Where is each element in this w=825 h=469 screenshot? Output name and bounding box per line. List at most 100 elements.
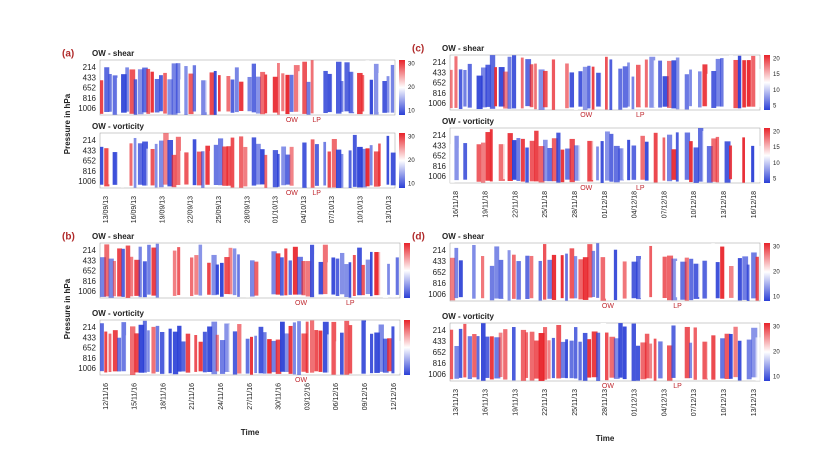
heatmap-texture xyxy=(185,250,190,298)
heatmap-texture xyxy=(702,260,708,299)
heatmap-texture xyxy=(498,67,505,107)
x-tick-label: 10/12/13 xyxy=(721,389,728,416)
heatmap-texture xyxy=(702,341,708,380)
x-tick-label: 12/12/16 xyxy=(391,383,398,410)
heatmap-texture xyxy=(121,154,124,188)
heatmap-texture xyxy=(142,261,147,298)
y-tick-label: 214 xyxy=(433,326,447,335)
heatmap-texture xyxy=(357,146,363,188)
heatmap-texture xyxy=(715,262,720,299)
heatmap-texture xyxy=(373,151,380,187)
y-tick-label: 816 xyxy=(83,94,97,103)
heatmap-texture xyxy=(538,260,542,301)
heatmap-texture xyxy=(336,149,342,188)
x-tick-label: 01/10/13 xyxy=(273,196,280,223)
heatmap-texture xyxy=(746,339,752,380)
heatmap-texture xyxy=(365,60,370,115)
heatmap-texture xyxy=(613,74,620,107)
heatmap-texture xyxy=(512,327,516,381)
heatmap-texture xyxy=(450,69,453,109)
heatmap-texture xyxy=(729,55,734,108)
heatmap-texture xyxy=(271,340,278,373)
x-tick-label: 18/11/16 xyxy=(160,383,167,410)
heatmap-texture xyxy=(680,332,684,381)
colorbar-tick-label: 20 xyxy=(408,158,415,164)
heatmap-texture xyxy=(361,320,367,374)
heatmap-texture xyxy=(560,255,564,299)
heatmap-texture xyxy=(636,345,640,381)
heatmap-texture xyxy=(184,152,190,185)
heatmap-texture xyxy=(194,255,199,295)
heatmap-texture xyxy=(693,263,700,299)
heatmap-texture xyxy=(489,129,493,182)
heatmap-texture xyxy=(684,257,689,301)
heatmap-texture xyxy=(340,153,344,188)
heatmap-texture xyxy=(245,338,250,374)
heatmap-texture xyxy=(644,266,648,299)
heatmap-texture xyxy=(529,140,535,182)
heatmap-texture xyxy=(622,130,627,180)
heatmap-texture xyxy=(737,55,742,109)
heatmap-texture xyxy=(534,130,539,182)
x-tick-label: 16/09/13 xyxy=(131,196,138,223)
x-tick-label: 13/12/13 xyxy=(751,389,758,416)
heatmap-texture xyxy=(689,69,692,107)
heatmap-texture xyxy=(117,248,123,297)
heatmap-texture xyxy=(489,336,494,380)
y-tick-label: 1006 xyxy=(78,287,96,296)
heatmap-texture xyxy=(467,143,474,181)
heatmap-texture xyxy=(733,59,740,109)
y-tick-label: 433 xyxy=(433,68,447,77)
y-tick-label: 652 xyxy=(83,157,97,166)
heatmap-texture xyxy=(560,69,567,108)
heatmap-texture xyxy=(198,244,203,296)
heatmap-texture xyxy=(275,253,281,295)
heatmap-texture xyxy=(706,327,710,379)
heatmap-texture xyxy=(569,138,575,183)
heatmap-texture xyxy=(684,132,691,180)
x-tick-label: 27/11/16 xyxy=(247,383,254,410)
heatmap-texture xyxy=(618,148,624,181)
x-tick-label: 04/10/13 xyxy=(301,196,308,223)
heatmap-texture xyxy=(230,79,235,113)
heatmap-texture xyxy=(188,73,194,115)
y-tick-label: 652 xyxy=(83,267,97,276)
heatmap-texture xyxy=(751,145,755,183)
heatmap-texture xyxy=(306,134,312,187)
heatmap-texture xyxy=(680,149,685,183)
heatmap-texture xyxy=(258,250,263,298)
x-tick-label: 25/09/13 xyxy=(216,196,223,223)
heatmap-texture xyxy=(600,63,605,107)
heatmap-texture xyxy=(151,247,157,296)
heatmap-texture xyxy=(202,258,208,298)
y-tick-label: 1006 xyxy=(428,99,446,108)
x-axis-label: Time xyxy=(596,434,615,443)
heatmap-texture xyxy=(489,265,495,301)
heatmap-texture xyxy=(498,144,505,181)
heatmap-texture xyxy=(675,132,679,182)
heatmap-texture xyxy=(485,64,491,107)
heatmap-texture xyxy=(348,325,353,374)
heatmap-texture xyxy=(591,250,596,298)
heatmap-texture xyxy=(450,257,456,301)
heatmap-texture xyxy=(516,56,522,109)
heatmap-texture xyxy=(662,76,669,107)
event-marker: OW xyxy=(580,112,592,119)
heatmap-texture xyxy=(551,138,558,182)
heatmap-texture xyxy=(247,139,251,187)
heatmap-texture xyxy=(104,148,110,187)
heatmap-texture xyxy=(609,59,613,110)
heatmap-texture xyxy=(680,261,687,300)
heatmap-texture xyxy=(302,142,307,188)
heatmap-texture xyxy=(365,148,370,187)
heatmap-texture xyxy=(277,153,280,187)
heatmap-texture xyxy=(640,55,647,107)
heatmap-texture xyxy=(220,262,224,297)
heatmap-texture xyxy=(112,152,118,185)
heatmap-texture xyxy=(310,244,315,298)
heatmap-texture xyxy=(720,338,725,379)
heatmap-texture xyxy=(529,64,534,108)
heatmap-texture xyxy=(481,142,486,183)
heatmap-texture xyxy=(301,333,308,372)
heatmap-texture xyxy=(305,261,312,297)
